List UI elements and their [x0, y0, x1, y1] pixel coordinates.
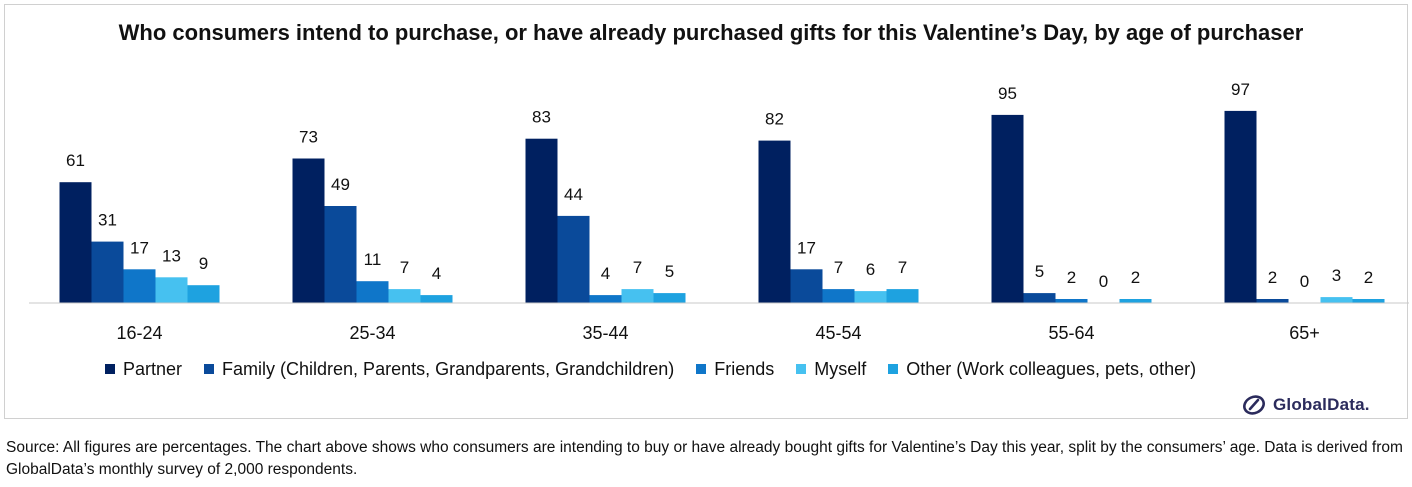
legend-item: Partner — [105, 359, 182, 380]
legend-item: Friends — [696, 359, 774, 380]
bar — [1055, 299, 1088, 303]
legend-item: Other (Work colleagues, pets, other) — [888, 359, 1196, 380]
bar — [589, 295, 622, 303]
bar — [1256, 299, 1289, 303]
legend-swatch — [796, 364, 807, 374]
x-tick-label: 65+ — [1289, 323, 1320, 343]
data-label: 7 — [633, 258, 642, 277]
legend-label: Other (Work colleagues, pets, other) — [906, 358, 1197, 379]
bar — [1119, 299, 1152, 303]
data-label: 5 — [1035, 262, 1044, 281]
bar — [991, 114, 1024, 304]
data-label: 97 — [1231, 80, 1250, 99]
bar — [187, 285, 220, 303]
bar — [324, 206, 357, 303]
bar — [854, 291, 887, 303]
brand-logo: GlobalData. — [1241, 393, 1370, 417]
bar — [91, 241, 124, 303]
legend-label: Friends — [714, 358, 775, 379]
bar — [292, 158, 325, 303]
bar — [155, 277, 188, 303]
data-label: 0 — [1300, 272, 1309, 291]
data-label: 73 — [299, 128, 318, 147]
data-label: 83 — [532, 108, 551, 127]
legend-swatch — [888, 364, 899, 374]
x-tick-label: 25-34 — [349, 323, 395, 343]
bar — [886, 289, 919, 303]
data-label: 2 — [1268, 268, 1277, 287]
x-tick-label: 35-44 — [582, 323, 628, 343]
bar — [420, 295, 453, 303]
bar — [1224, 110, 1257, 304]
globaldata-logo-icon — [1243, 395, 1265, 415]
data-label: 3 — [1332, 266, 1341, 285]
data-label: 95 — [998, 84, 1017, 103]
source-note: Source: All figures are percentages. The… — [6, 439, 1403, 478]
bar — [1023, 293, 1056, 303]
data-label: 61 — [66, 151, 85, 170]
bar — [653, 293, 686, 303]
bar — [123, 269, 156, 303]
data-label: 2 — [1131, 268, 1140, 287]
legend-item: Family (Children, Parents, Grandparents,… — [204, 359, 674, 380]
bar — [822, 289, 855, 303]
legend-item: Myself — [796, 359, 866, 380]
data-label: 82 — [765, 110, 784, 129]
data-label: 49 — [331, 175, 350, 194]
bar — [525, 138, 558, 303]
chart-title: Who consumers intend to purchase, or hav… — [118, 20, 1304, 45]
x-tick-label: 16-24 — [116, 323, 162, 343]
data-label: 4 — [432, 264, 441, 283]
data-label: 5 — [665, 262, 674, 281]
data-label: 2 — [1364, 268, 1373, 287]
data-label: 9 — [199, 254, 208, 273]
legend-swatch — [204, 364, 215, 374]
x-tick-label: 45-54 — [815, 323, 861, 343]
chart-frame: Who consumers intend to purchase, or hav… — [4, 4, 1409, 419]
data-label: 17 — [797, 238, 816, 257]
data-label: 13 — [162, 246, 181, 265]
brand-name: GlobalData. — [1273, 395, 1370, 414]
data-label: 6 — [866, 260, 875, 279]
bar — [356, 281, 389, 303]
bar — [59, 182, 92, 303]
bar — [621, 289, 654, 303]
data-label: 44 — [564, 185, 583, 204]
data-label: 7 — [400, 258, 409, 277]
bar — [388, 289, 421, 303]
bar — [1352, 299, 1385, 303]
bar — [758, 140, 791, 303]
bar — [557, 215, 590, 303]
legend-swatch — [696, 364, 707, 374]
legend-label: Myself — [814, 358, 867, 379]
data-label: 7 — [834, 258, 843, 277]
data-label: 11 — [364, 250, 382, 269]
data-label: 2 — [1067, 268, 1076, 287]
data-label: 7 — [898, 258, 907, 277]
data-label: 4 — [601, 264, 610, 283]
legend-label: Partner — [123, 358, 183, 379]
data-label: 0 — [1099, 272, 1108, 291]
legend-label: Family (Children, Parents, Grandparents,… — [222, 358, 675, 379]
x-tick-label: 55-64 — [1048, 323, 1094, 343]
data-label: 17 — [130, 238, 149, 257]
legend: Partner Family (Children, Parents, Grandp… — [105, 357, 1218, 381]
bar — [1320, 297, 1353, 303]
data-label: 31 — [98, 211, 117, 230]
legend-swatch — [105, 364, 115, 374]
bar — [790, 269, 823, 303]
